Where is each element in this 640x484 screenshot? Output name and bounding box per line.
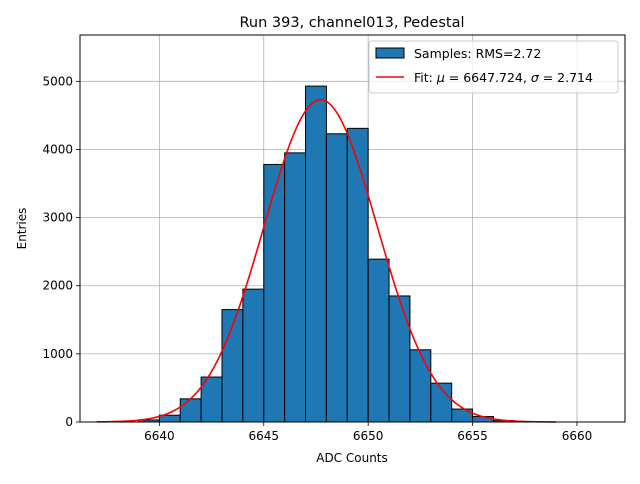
histogram-bars [137,85,536,423]
fit-curve [96,98,557,423]
x-tick-label: 6650 [353,429,384,443]
x-tick-label: 6655 [457,429,488,443]
y-axis-ticks: 0 1000 2000 3000 4000 5000 [42,74,80,429]
y-axis-label: Entries [15,208,29,250]
plot-frame [79,34,626,423]
fit-curve-group [96,98,557,423]
x-tick-label: 6660 [562,429,593,443]
x-tick-label: 6640 [144,429,175,443]
y-tick-label: 0 [65,415,73,429]
legend-samples-label: Samples: RMS=2.72 [414,46,541,61]
legend-fit-sigma-symbol: σ [531,70,540,85]
y-tick-label: 1000 [42,347,73,361]
legend-fit-sigma-value: = 2.714 [539,70,593,85]
y-tick-label: 4000 [42,142,73,156]
histogram-bar [388,295,411,423]
histogram-bar [263,163,286,423]
histogram-bar [409,349,432,423]
histogram-bar [305,85,327,423]
y-tick-label: 5000 [42,74,73,88]
histogram-bar [367,258,390,423]
x-axis-label: ADC Counts [316,451,388,465]
legend-fit-prefix: Fit: [414,70,437,85]
y-tick-label: 2000 [42,279,73,293]
x-tick-label: 6645 [248,429,279,443]
legend: Samples: RMS=2.72 Fit: μ = 6647.724, σ =… [368,40,619,94]
histogram-bar [284,152,307,423]
histogram-bar [325,133,348,423]
chart-title: Run 393, channel013, Pedestal [239,15,464,31]
histogram-bar [179,398,202,423]
legend-box [368,40,619,94]
histogram-bar [242,288,265,423]
x-axis-ticks: 6640 6645 6650 6655 6660 [144,422,592,443]
y-tick-label: 3000 [42,211,73,225]
legend-fit-label: Fit: μ = 6647.724, σ = 2.714 [414,70,593,85]
legend-samples-swatch [375,47,405,59]
legend-fit-mu-value: = 6647.724, [445,70,531,85]
histogram-bar [346,127,369,423]
legend-fit-mu-symbol: μ [436,70,445,85]
